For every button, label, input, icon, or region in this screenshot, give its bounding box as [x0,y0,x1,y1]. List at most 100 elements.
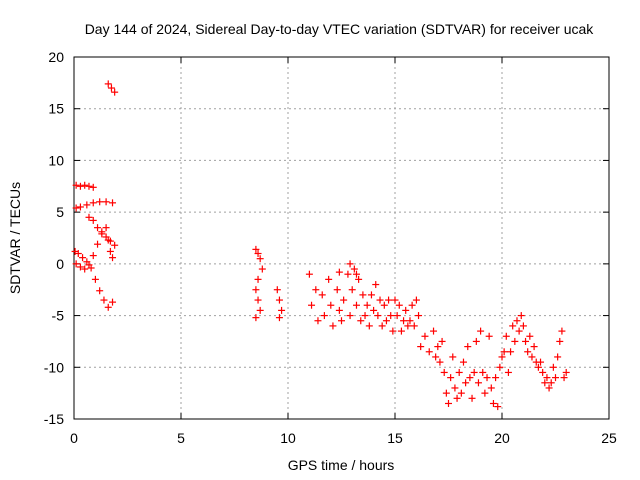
data-point [455,368,463,376]
data-point [357,317,365,325]
data-point [335,268,343,276]
data-point [556,337,564,345]
data-point [400,317,408,325]
data-point [252,314,260,322]
y-tick-label: -5 [52,308,65,324]
data-point [451,384,459,392]
data-point [421,332,429,340]
data-point [329,322,337,330]
data-point [72,204,80,212]
data-point [352,270,360,278]
chart-title: Day 144 of 2024, Sidereal Day-to-day VTE… [85,21,595,37]
data-point [318,291,326,299]
data-point [453,394,461,402]
data-point [500,348,508,356]
data-point [382,317,390,325]
data-point [325,275,333,283]
data-point [104,303,112,311]
data-point [387,312,395,320]
data-point [252,286,260,294]
data-point [254,275,262,283]
data-point [333,286,341,294]
data-point [477,327,485,335]
data-point [385,296,393,304]
data-point [526,332,534,340]
data-point [537,358,545,366]
data-point [494,403,502,411]
data-point [534,363,542,371]
data-point [273,286,281,294]
data-point [412,296,420,304]
data-point [466,374,474,382]
data-point [517,312,525,320]
data-point [275,314,283,322]
x-tick-label: 5 [177,430,185,446]
data-point [432,353,440,361]
data-point [436,358,444,366]
data-point [380,301,388,309]
data-point [102,224,110,232]
data-point [447,374,455,382]
data-point [102,198,110,206]
data-point [425,348,433,356]
data-point [410,322,418,330]
data-point [346,260,354,268]
data-point [111,241,119,249]
data-point [545,384,553,392]
data-point [89,252,97,260]
data-point [509,322,517,330]
data-point [85,182,93,190]
data-point [252,245,260,253]
data-point [504,368,512,376]
data-point [541,379,549,387]
data-point [415,312,423,320]
data-point [76,263,84,271]
data-point [104,80,112,88]
data-point [100,296,108,304]
data-point [340,296,348,304]
data-point [389,327,397,335]
data-point [442,389,450,397]
data-point [350,265,358,273]
data-point [459,358,467,366]
data-point [511,337,519,345]
data-point [278,306,286,314]
data-point [72,260,80,268]
data-point [111,88,119,96]
data-point [489,399,497,407]
data-point [554,353,562,361]
data-point [558,327,566,335]
data-point [404,322,412,330]
y-tick-label: 15 [48,101,64,117]
data-point [515,327,523,335]
data-point [91,275,99,283]
data-point [74,250,82,258]
data-point [552,374,559,382]
plot-frame [73,56,610,420]
data-point [89,199,97,207]
data-point [85,261,93,269]
data-point [485,332,493,340]
y-tick-label: -15 [44,411,64,427]
data-point [524,348,532,356]
data-point [507,348,515,356]
data-point [72,181,80,189]
grid-layer [74,57,609,419]
data-point [449,353,457,361]
data-point [372,281,380,289]
data-point [106,247,114,255]
data-point [254,250,262,258]
data-point [549,363,557,371]
data-point [363,301,371,309]
data-point [562,368,570,376]
data-point [430,327,438,335]
data-point [472,337,480,345]
data-point [374,312,382,320]
data-point [492,374,500,382]
data-point [487,384,495,392]
data-point [365,322,373,330]
data-point [378,322,386,330]
data-point [106,237,114,245]
y-tick-label: -10 [44,359,64,375]
data-point [402,306,410,314]
